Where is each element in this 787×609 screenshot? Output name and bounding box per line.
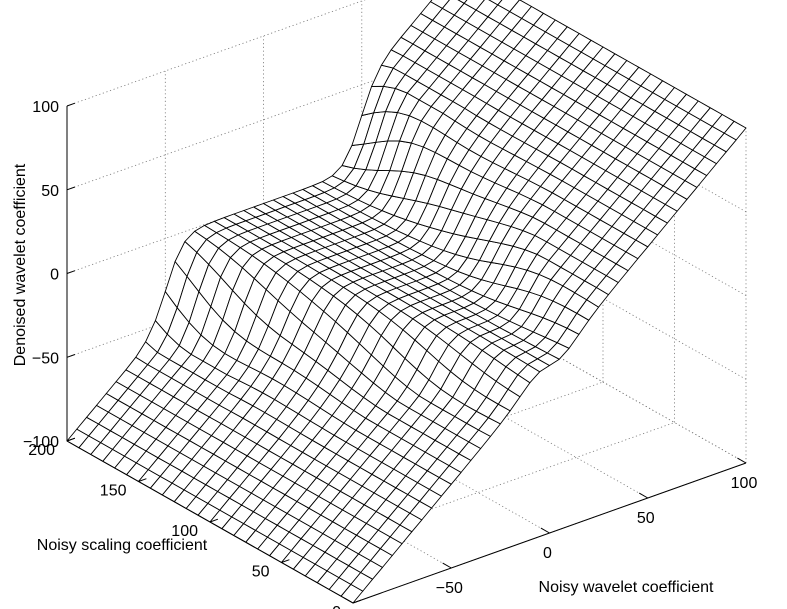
surface-cell [723,120,747,141]
y-tick [281,559,290,563]
surface-mesh [66,0,747,604]
z-tick [66,102,76,107]
z-axis-label: Denoised wavelet coefficient [12,163,29,366]
y-axis-label: Noisy scaling coefficient [37,537,208,554]
x-tick [737,457,747,464]
grid-line [66,49,461,191]
z-tick-label: 100 [32,99,59,116]
x-tick-label: 0 [543,545,552,562]
z-tick-label: 0 [50,267,59,284]
y-tick [352,599,362,604]
x-tick-label: −50 [436,580,463,597]
y-tick [138,478,147,482]
z-tick [66,270,76,274]
axes-frame [66,102,747,604]
y-tick-label: 150 [100,483,127,500]
x-tick [540,527,550,534]
y-tick-label: 50 [252,564,270,581]
z-tick-label: −100 [23,434,59,451]
x-tick [344,597,354,604]
x-tick-label: 50 [637,510,655,527]
z-tick [66,186,76,191]
grid-line [66,216,461,358]
grid-line [66,0,366,107]
z-tick [66,437,76,442]
x-tick-label: 100 [731,475,758,492]
y-tick-label: 100 [171,523,198,540]
x-tick [638,492,649,499]
x-tick [442,562,452,569]
y-tick-label: 0 [332,604,341,609]
z-tick [66,354,76,358]
y-tick [209,518,219,523]
z-tick-label: 50 [41,183,59,200]
x-axis-label: Noisy wavelet coefficient [539,579,714,596]
z-tick-label: −50 [32,350,59,367]
grid-line [66,133,461,274]
y-tick-label: 200 [28,442,55,459]
